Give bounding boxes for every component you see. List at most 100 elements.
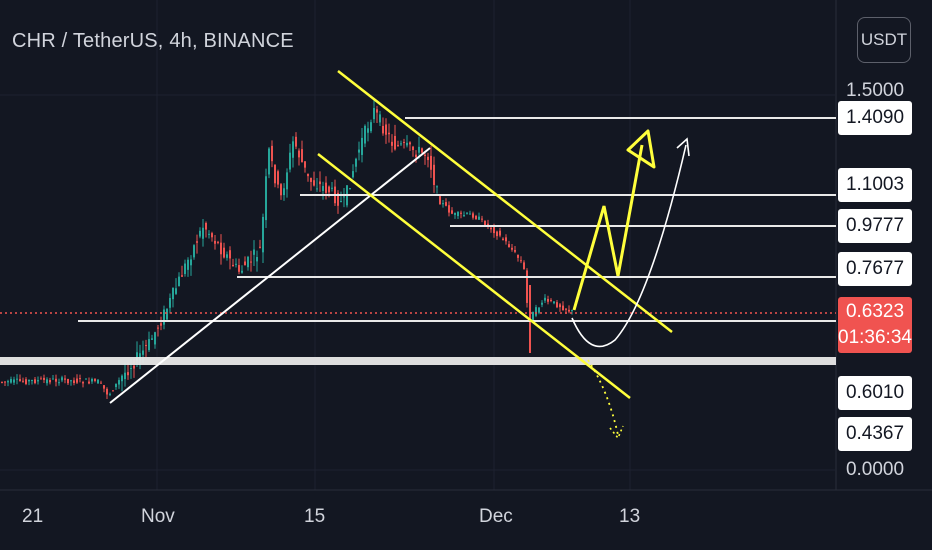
candle-body (508, 244, 510, 248)
candle-body (478, 216, 480, 220)
candle-body (166, 308, 168, 320)
candle-body (526, 270, 528, 303)
candle-body (73, 380, 75, 384)
candle-body (421, 148, 423, 153)
candle-body (487, 223, 489, 226)
bullish-zigzag-arrow (572, 144, 644, 311)
current-price-value: 0.6323 (845, 301, 905, 322)
candle-body (256, 257, 258, 262)
price-level-label-4: 0.7677 (838, 252, 912, 286)
candle-body (295, 136, 297, 147)
candle-body (40, 378, 42, 380)
candle-body (475, 215, 477, 220)
candle-body (49, 380, 51, 383)
candle-body (199, 230, 201, 237)
uptrend-line (109, 147, 431, 404)
candle-body (46, 379, 48, 384)
candle-body (274, 164, 276, 184)
candle-body (439, 196, 441, 205)
candle-body (313, 180, 315, 186)
candle-body (553, 301, 555, 304)
candle-body (232, 264, 234, 267)
candle-body (463, 215, 465, 217)
candle-body (130, 367, 132, 369)
candle-body (244, 261, 246, 266)
candle-body (259, 246, 261, 248)
candle-body (466, 212, 468, 214)
grid (0, 0, 835, 490)
candle-body (412, 146, 414, 151)
candle-body (316, 188, 318, 190)
candle-body (550, 299, 552, 301)
candle-body (100, 382, 102, 384)
candle-body (406, 142, 408, 146)
candle-body (10, 379, 12, 383)
candle-body (484, 220, 486, 227)
candle-body (382, 125, 384, 134)
candle-body (391, 141, 393, 146)
candle-body (121, 375, 123, 382)
candle-body (112, 390, 114, 392)
candle-body (115, 383, 117, 388)
candle-body (178, 276, 180, 287)
channel-lower-line (317, 153, 631, 399)
candle-body (292, 141, 294, 158)
candle-body (445, 202, 447, 206)
time-label-21: 21 (22, 506, 44, 527)
candle-countdown: 01:36:34 (838, 327, 912, 348)
candle-body (19, 379, 21, 381)
candle-body (418, 146, 420, 153)
candle-body (385, 124, 387, 135)
candle-body (247, 256, 249, 268)
candle-body (79, 378, 81, 380)
bearish-dotted-arrow (587, 359, 619, 436)
candle-body (499, 230, 501, 236)
candle-body (400, 143, 402, 145)
candle-body (568, 309, 570, 312)
time-label-13: 13 (619, 506, 641, 527)
candle-body (220, 242, 222, 255)
candle-body (286, 172, 288, 190)
price-level-label-3: 0.9777 (838, 209, 912, 243)
candle-body (184, 263, 186, 275)
candle-body (394, 135, 396, 150)
candle-body (370, 122, 372, 132)
bullish-curve-arrowhead (676, 137, 690, 157)
currency-unit-button[interactable]: USDT (857, 17, 911, 63)
candle-body (214, 240, 216, 244)
candle-body (379, 114, 381, 123)
candle-body (535, 307, 537, 316)
candle-body (139, 353, 141, 361)
price-level-label-2: 1.1003 (838, 168, 912, 202)
candle-body (520, 260, 522, 262)
candle-body (91, 378, 93, 382)
candle-body (523, 262, 525, 270)
candle-body (7, 381, 9, 383)
candle-body (88, 381, 90, 384)
descending-channel (317, 70, 673, 399)
candle-body (310, 177, 312, 182)
candle-body (181, 275, 183, 277)
candle-body (250, 261, 252, 263)
candle-body (454, 212, 456, 215)
candle-body (43, 377, 45, 380)
candle-body (118, 380, 120, 385)
candle-body (196, 241, 198, 243)
candle-body (397, 144, 399, 146)
candle-body (253, 249, 255, 255)
candle-body (154, 332, 156, 345)
price-level-label-6: 0.4367 (838, 417, 912, 451)
candle-body (142, 350, 144, 355)
candle-body (349, 188, 351, 190)
candle-body (547, 298, 549, 302)
candle-body (430, 155, 432, 170)
candle-body (358, 149, 360, 153)
candle-body (514, 250, 516, 252)
candle-body (361, 137, 363, 155)
candle-body (364, 125, 366, 144)
candle-body (133, 365, 135, 369)
candle-body (559, 304, 561, 308)
candle-body (25, 379, 27, 384)
